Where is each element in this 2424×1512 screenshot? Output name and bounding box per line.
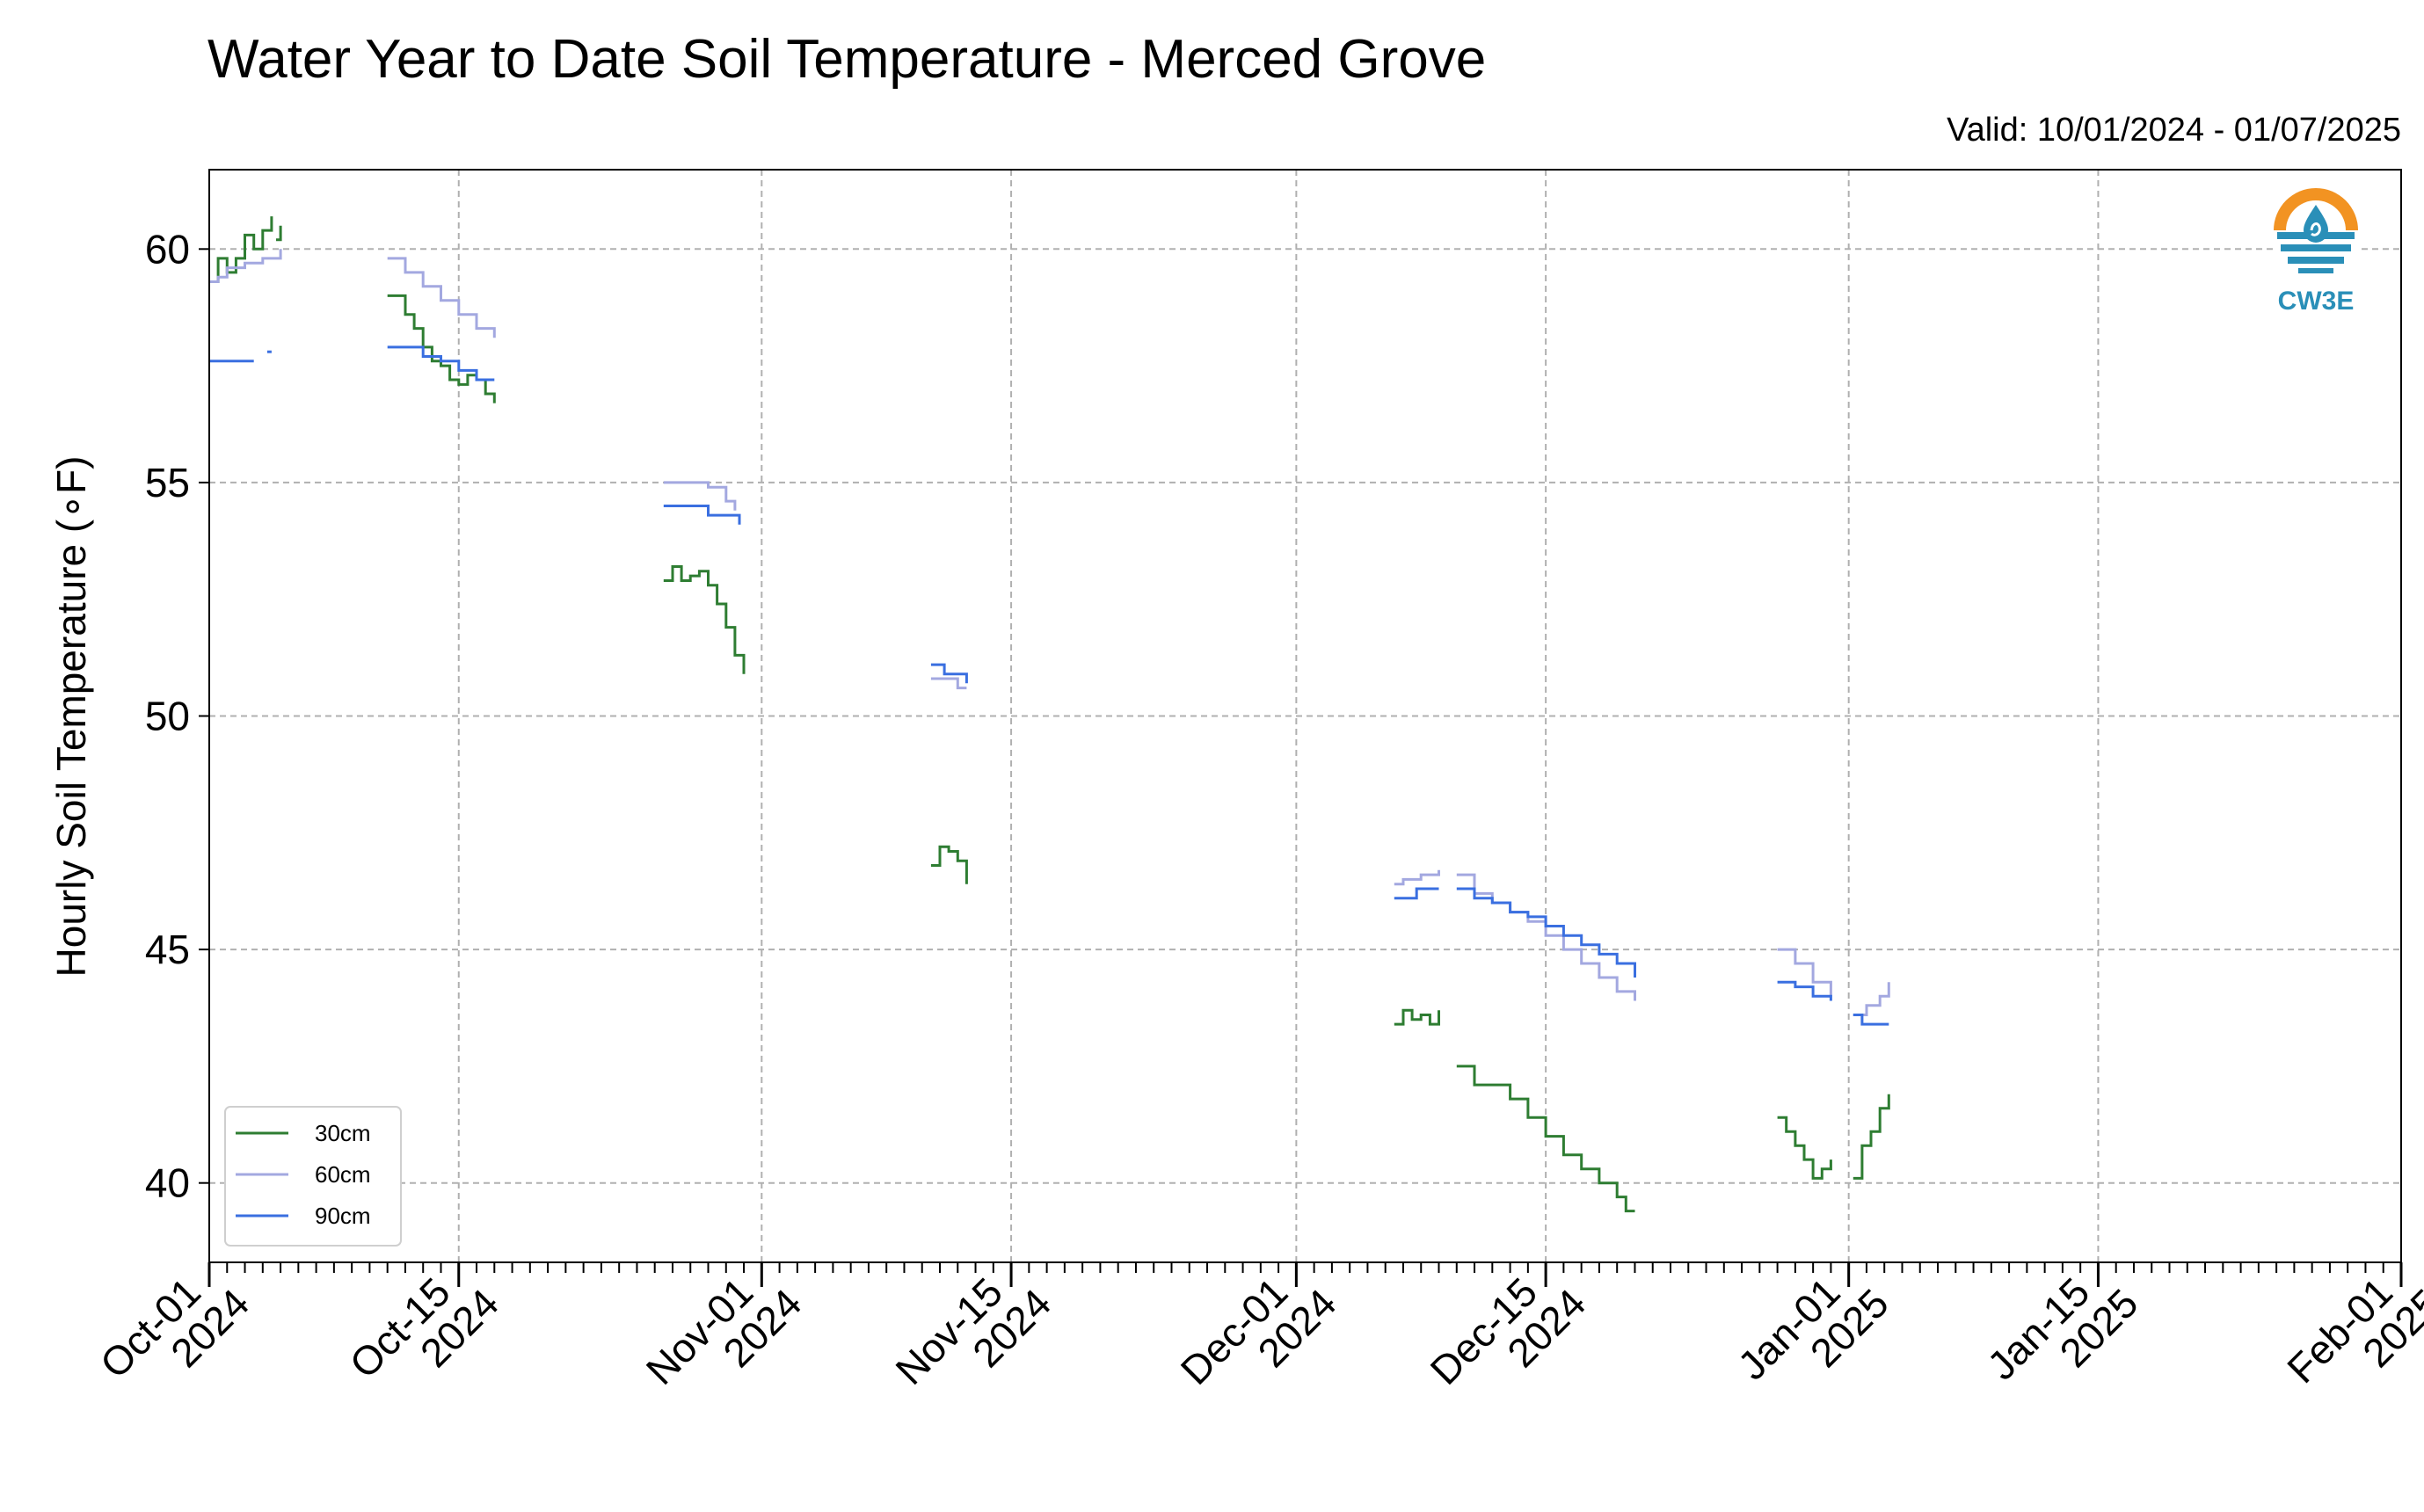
series-line-30cm [1394,1008,1440,1026]
series-line-90cm [930,663,968,684]
chart-subtitle: Valid: 10/01/2024 - 01/07/2025 [1947,112,2401,149]
series-line-30cm [1853,1094,1890,1180]
series-line-90cm [1394,887,1439,900]
legend-frame [224,1106,402,1247]
y-tick-label: 50 [145,694,190,739]
series-line-30cm [1777,1116,1832,1180]
series-line-60cm [1394,869,1440,886]
series-lines [208,216,1890,1213]
legend-label-60cm: 60cm [315,1161,371,1188]
cw3e-logo: CW3E [2274,188,2358,316]
legend: 30cm 60cm 90cm [224,1106,402,1247]
grid [209,170,2401,1262]
legend-label-30cm: 30cm [315,1120,371,1146]
legend-label-90cm: 90cm [315,1203,371,1229]
series-30cm [208,216,1890,1213]
series-line-30cm [209,216,273,283]
chart-title: Water Year to Date Soil Temperature - Me… [207,29,1486,90]
series-line-60cm [1853,982,1890,1016]
series-line-90cm [1777,980,1832,1001]
y-tick-label: 45 [145,927,190,972]
series-60cm [208,249,1890,1016]
cw3e-logo-icon [2274,188,2358,276]
series-90cm [208,345,1889,1026]
y-axis-label: Hourly Soil Temperature (∘F) [48,456,94,978]
series-line-30cm [387,294,496,403]
series-line-60cm [930,677,967,690]
series-line-30cm [276,225,282,242]
series-line-60cm [209,249,282,283]
cw3e-logo-text: CW3E [2278,287,2355,316]
series-line-60cm [1777,948,1832,997]
series-line-90cm [663,505,741,525]
series-line-30cm [663,565,746,674]
y-tick-label: 60 [145,226,190,272]
y-tick-label: 40 [145,1160,190,1206]
series-line-60cm [387,257,496,338]
series-line-90cm [1853,1014,1889,1026]
series-line-30cm [1456,1065,1635,1213]
series-line-60cm [1456,873,1636,1001]
series-line-30cm [930,845,968,884]
y-tick-label: 55 [145,460,190,505]
